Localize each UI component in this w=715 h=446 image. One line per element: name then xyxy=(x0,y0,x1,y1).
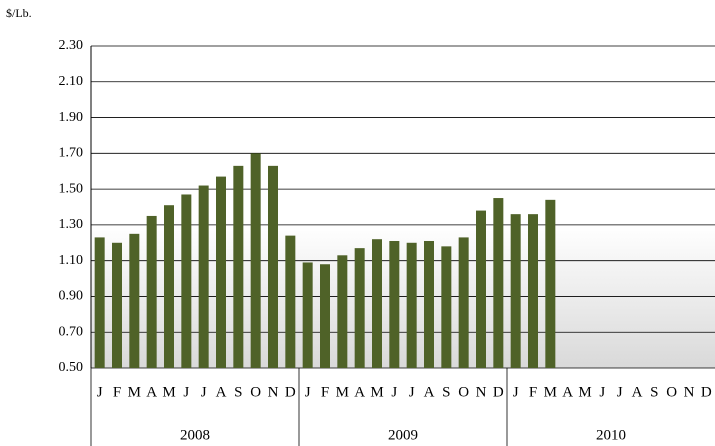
x-tick-label: A xyxy=(146,384,157,400)
x-tick-label: S xyxy=(442,384,450,400)
x-tick-label: D xyxy=(285,384,296,400)
x-tick-label: J xyxy=(183,384,189,400)
x-tick-label: M xyxy=(578,384,591,400)
x-tick-label: O xyxy=(666,384,677,400)
bar xyxy=(112,242,122,368)
x-tick-label: J xyxy=(391,384,397,400)
x-tick-label: N xyxy=(684,384,695,400)
x-tick-label: M xyxy=(162,384,175,400)
x-tick-label: S xyxy=(234,384,242,400)
y-tick-label: 1.90 xyxy=(59,110,84,125)
group-label: 2008 xyxy=(180,427,210,443)
bar xyxy=(198,185,209,368)
bar xyxy=(545,199,556,368)
x-tick-label: F xyxy=(321,384,329,400)
bar xyxy=(129,233,140,368)
bar xyxy=(406,242,417,368)
y-tick-label: 0.50 xyxy=(59,360,84,375)
x-tick-label: D xyxy=(493,384,504,400)
bar xyxy=(285,235,296,368)
x-tick-label: D xyxy=(701,384,712,400)
bar xyxy=(372,239,382,368)
x-tick-label: M xyxy=(544,384,557,400)
bar xyxy=(458,237,469,368)
x-tick-label: F xyxy=(113,384,121,400)
y-tick-label: 2.30 xyxy=(59,38,84,53)
x-tick-label: A xyxy=(562,384,573,400)
bar xyxy=(510,214,521,368)
bar xyxy=(441,246,452,368)
group-label: 2009 xyxy=(388,427,418,443)
x-tick-label: J xyxy=(409,384,415,400)
x-tick-label: J xyxy=(617,384,623,400)
x-tick-label: M xyxy=(336,384,349,400)
x-tick-label: J xyxy=(305,384,311,400)
bar xyxy=(164,205,174,368)
y-tick-label: 1.10 xyxy=(59,253,84,268)
bar xyxy=(424,240,434,368)
x-tick-label: O xyxy=(250,384,261,400)
bar xyxy=(476,210,486,368)
bar xyxy=(268,165,278,368)
x-tick-label: F xyxy=(529,384,537,400)
bar xyxy=(216,176,226,368)
bar xyxy=(320,264,330,368)
bar xyxy=(337,255,348,368)
y-tick-label: 0.90 xyxy=(59,289,84,304)
group-label: 2010 xyxy=(596,427,626,443)
y-axis-label: $/Lb. xyxy=(6,6,32,20)
y-tick-label: 0.70 xyxy=(59,324,84,339)
x-tick-label: J xyxy=(599,384,605,400)
bar xyxy=(181,194,192,368)
x-tick-label: M xyxy=(128,384,141,400)
bar xyxy=(389,240,400,368)
bar xyxy=(146,215,157,368)
x-tick-label: J xyxy=(201,384,207,400)
bar xyxy=(528,214,538,368)
bar xyxy=(302,262,313,368)
bar xyxy=(493,198,504,368)
bar xyxy=(354,248,365,368)
bar xyxy=(250,153,261,368)
y-tick-label: 2.10 xyxy=(59,74,84,89)
x-tick-label: N xyxy=(476,384,487,400)
y-tick-label: 1.50 xyxy=(59,181,84,196)
x-tick-label: J xyxy=(513,384,519,400)
x-tick-label: M xyxy=(370,384,383,400)
x-tick-label: A xyxy=(354,384,365,400)
y-tick-label: 1.70 xyxy=(59,146,84,161)
x-tick-label: A xyxy=(424,384,435,400)
bar xyxy=(94,237,105,368)
x-tick-label: J xyxy=(97,384,103,400)
x-tick-label: N xyxy=(268,384,279,400)
y-tick-label: 1.30 xyxy=(59,217,84,232)
x-tick-label: O xyxy=(458,384,469,400)
x-tick-label: S xyxy=(650,384,658,400)
bar xyxy=(233,165,244,368)
x-tick-label: A xyxy=(632,384,643,400)
x-tick-label: A xyxy=(216,384,227,400)
